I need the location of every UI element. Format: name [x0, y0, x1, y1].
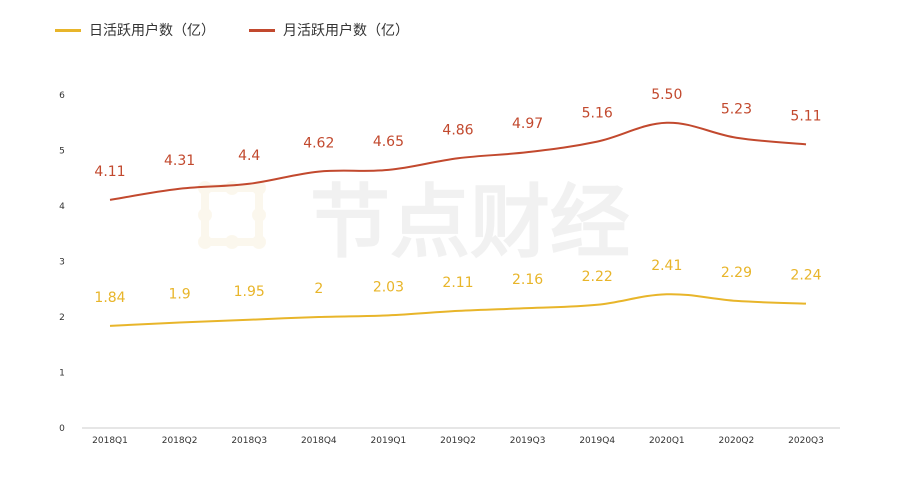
- y-tick-label: 1: [59, 369, 65, 379]
- data-labels: 1.84 1.9 1.95 2 2.03 2.11 2.16 2.22 2.41 2.29 2.24…: [94, 87, 821, 306]
- data-label-s0: 1.9: [168, 287, 190, 303]
- legend-item-dau: 日活跃用户数（亿）: [55, 20, 215, 40]
- x-tick-label: 2019Q1: [371, 436, 407, 446]
- data-label-s0: 2.41: [651, 258, 682, 274]
- x-tick-label: 2019Q4: [579, 436, 615, 446]
- data-label-s1: 4.65: [373, 134, 404, 150]
- data-label-s0: 2.24: [790, 268, 821, 284]
- legend-swatch-mau: [249, 28, 275, 32]
- series-line-0: [109, 293, 807, 327]
- y-tick-label: 6: [59, 91, 65, 101]
- x-tick-label: 2019Q3: [510, 436, 546, 446]
- y-tick-label: 3: [59, 258, 65, 268]
- y-axis: 0 1 2 3 4 5 6: [59, 91, 65, 434]
- data-label-s0: 1.95: [234, 284, 265, 300]
- y-tick-label: 4: [59, 202, 65, 212]
- data-label-s1: 5.16: [582, 106, 613, 122]
- data-label-s0: 1.84: [94, 290, 125, 306]
- y-tick-label: 5: [59, 147, 65, 157]
- data-label-s0: 2: [314, 281, 323, 297]
- x-tick-label: 2018Q3: [231, 436, 267, 446]
- legend-item-mau: 月活跃用户数（亿）: [249, 20, 409, 40]
- watermark-text: 节点财经: [310, 176, 630, 269]
- data-label-s1: 5.50: [651, 87, 682, 103]
- data-label-s0: 2.29: [721, 265, 752, 281]
- data-label-s0: 2.03: [373, 279, 404, 295]
- x-tick-label: 2018Q4: [301, 436, 337, 446]
- data-label-s1: 4.62: [303, 136, 334, 152]
- watermark-logo: 节点财经: [198, 176, 630, 269]
- series-lines: [109, 121, 807, 327]
- x-tick-label: 2020Q2: [719, 436, 755, 446]
- y-tick-label: 0: [59, 424, 65, 434]
- data-label-s0: 2.11: [442, 275, 473, 291]
- data-label-s1: 4.86: [442, 122, 473, 138]
- data-label-s1: 4.31: [164, 153, 195, 169]
- x-tick-label: 2020Q3: [788, 436, 824, 446]
- x-tick-label: 2019Q2: [440, 436, 476, 446]
- x-tick-label: 2018Q2: [162, 436, 198, 446]
- x-axis: 2018Q1 2018Q2 2018Q3 2018Q4 2019Q1 2019Q2 2019…: [92, 436, 824, 446]
- legend-label-dau: 日活跃用户数（亿）: [89, 23, 215, 39]
- data-label-s1: 4.4: [238, 148, 260, 164]
- data-label-s1: 4.97: [512, 116, 543, 132]
- legend: 日活跃用户数（亿） 月活跃用户数（亿）: [55, 20, 409, 40]
- data-label-s0: 2.22: [582, 269, 613, 285]
- legend-label-mau: 月活跃用户数（亿）: [283, 23, 409, 39]
- series-line-1: [109, 121, 807, 201]
- legend-swatch-dau: [55, 28, 81, 32]
- data-label-s0: 2.16: [512, 272, 543, 288]
- x-tick-label: 2018Q1: [92, 436, 128, 446]
- y-tick-label: 2: [59, 313, 65, 323]
- data-label-s1: 4.11: [94, 164, 125, 180]
- x-tick-label: 2020Q1: [649, 436, 685, 446]
- data-label-s1: 5.23: [721, 102, 752, 118]
- data-label-s1: 5.11: [790, 108, 821, 124]
